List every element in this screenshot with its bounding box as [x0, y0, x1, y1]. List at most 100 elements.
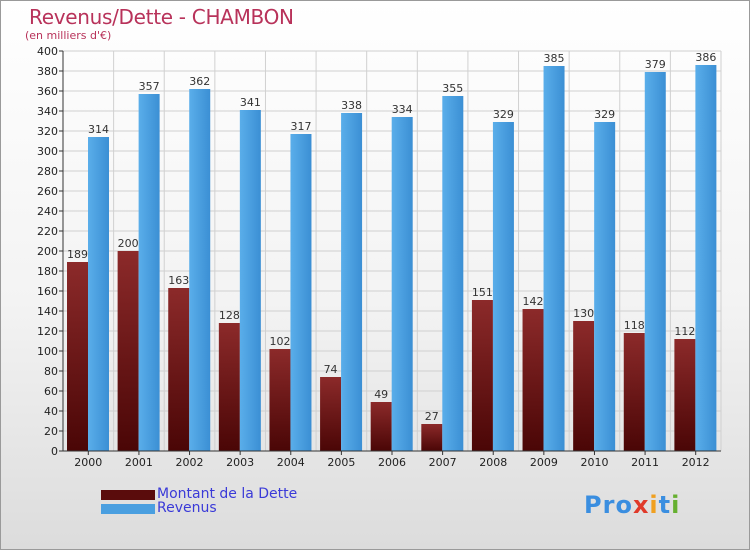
x-tick-label: 2011 — [631, 456, 659, 469]
y-tick-label: 100 — [37, 345, 58, 358]
y-tick-label: 120 — [37, 325, 58, 338]
x-tick-label: 2009 — [530, 456, 558, 469]
x-tick-label: 2003 — [226, 456, 254, 469]
legend-label-debt: Montant de la Dette — [157, 486, 298, 502]
data-label-revenue: 329 — [594, 108, 615, 121]
bar-debt — [471, 300, 493, 451]
x-tick-label: 2012 — [682, 456, 710, 469]
y-tick-label: 200 — [37, 245, 58, 258]
bar-debt — [218, 323, 240, 451]
proxiti-logo: Proxiti — [584, 491, 680, 519]
y-tick-label: 400 — [37, 45, 58, 58]
x-tick-label: 2000 — [74, 456, 102, 469]
bar-debt — [674, 339, 696, 451]
bar-revenue — [341, 113, 363, 451]
data-label-revenue: 314 — [88, 123, 109, 136]
y-tick-label: 60 — [44, 385, 58, 398]
data-label-debt: 200 — [118, 237, 139, 250]
data-label-revenue: 379 — [645, 58, 666, 71]
bar-debt — [421, 424, 443, 451]
y-tick-label: 300 — [37, 145, 58, 158]
logo-letter: r — [602, 491, 616, 519]
bar-revenue — [138, 94, 160, 451]
data-label-debt: 49 — [374, 388, 388, 401]
logo-letter: x — [632, 491, 650, 519]
y-tick-label: 160 — [37, 285, 58, 298]
data-label-revenue: 385 — [544, 52, 565, 65]
legend-swatch-revenue — [101, 504, 155, 514]
bar-debt — [117, 251, 139, 451]
chart-subtitle: (en milliers d'€) — [25, 29, 112, 42]
logo-letter: o — [615, 491, 633, 519]
bar-revenue — [695, 65, 717, 451]
data-label-revenue: 355 — [442, 82, 463, 95]
y-tick-label: 220 — [37, 225, 58, 238]
logo-letter: P — [584, 491, 603, 519]
bar-revenue — [492, 122, 514, 451]
x-tick-label: 2007 — [429, 456, 457, 469]
data-label-debt: 27 — [425, 410, 439, 423]
data-label-debt: 130 — [573, 307, 594, 320]
y-tick-label: 280 — [37, 165, 58, 178]
data-label-debt: 74 — [324, 363, 338, 376]
bar-revenue — [88, 137, 109, 451]
bar-revenue — [543, 66, 565, 451]
logo-letter: i — [671, 491, 681, 519]
data-label-revenue: 386 — [695, 51, 716, 64]
bar-debt — [168, 288, 190, 451]
data-label-revenue: 338 — [341, 99, 362, 112]
data-label-revenue: 357 — [139, 80, 160, 93]
chart-title: Revenus/Dette - CHAMBON — [29, 5, 294, 29]
x-tick-label: 2006 — [378, 456, 406, 469]
y-tick-label: 180 — [37, 265, 58, 278]
x-tick-label: 2001 — [125, 456, 153, 469]
bar-debt — [522, 309, 544, 451]
x-tick-label: 2005 — [327, 456, 355, 469]
bar-debt — [370, 402, 392, 451]
x-tick-label: 2008 — [479, 456, 507, 469]
bar-revenue — [644, 72, 666, 451]
data-label-revenue: 362 — [189, 75, 210, 88]
legend-swatch-debt — [101, 490, 155, 500]
x-tick-label: 2010 — [580, 456, 608, 469]
data-label-debt: 151 — [472, 286, 493, 299]
data-label-debt: 112 — [674, 325, 695, 338]
data-label-debt: 142 — [523, 295, 544, 308]
data-label-debt: 118 — [624, 319, 645, 332]
bar-revenue — [442, 96, 464, 451]
y-tick-label: 80 — [44, 365, 58, 378]
y-tick-label: 40 — [44, 405, 58, 418]
bar-debt — [623, 333, 645, 451]
data-label-debt: 102 — [269, 335, 290, 348]
y-tick-label: 20 — [44, 425, 58, 438]
data-label-debt: 163 — [168, 274, 189, 287]
bar-revenue — [189, 89, 211, 451]
bar-debt — [320, 377, 342, 451]
bar-revenue — [594, 122, 616, 451]
legend-label-revenue: Revenus — [157, 500, 217, 516]
x-tick-label: 2004 — [277, 456, 305, 469]
bar-revenue — [239, 110, 261, 451]
y-tick-label: 0 — [51, 445, 58, 458]
bar-debt — [573, 321, 595, 451]
data-label-revenue: 341 — [240, 96, 261, 109]
logo-letter: i — [649, 491, 659, 519]
bar-debt — [269, 349, 291, 451]
data-label-debt: 189 — [67, 248, 88, 261]
bar-revenue — [391, 117, 413, 451]
y-tick-label: 140 — [37, 305, 58, 318]
data-label-revenue: 329 — [493, 108, 514, 121]
x-tick-label: 2002 — [176, 456, 204, 469]
data-label-revenue: 334 — [392, 103, 413, 116]
y-tick-label: 340 — [37, 105, 58, 118]
y-tick-label: 380 — [37, 65, 58, 78]
bar-debt — [67, 262, 88, 451]
y-tick-label: 260 — [37, 185, 58, 198]
y-tick-label: 240 — [37, 205, 58, 218]
y-tick-label: 320 — [37, 125, 58, 138]
bar-revenue — [290, 134, 312, 451]
y-tick-label: 360 — [37, 85, 58, 98]
logo-letter: t — [658, 491, 672, 519]
